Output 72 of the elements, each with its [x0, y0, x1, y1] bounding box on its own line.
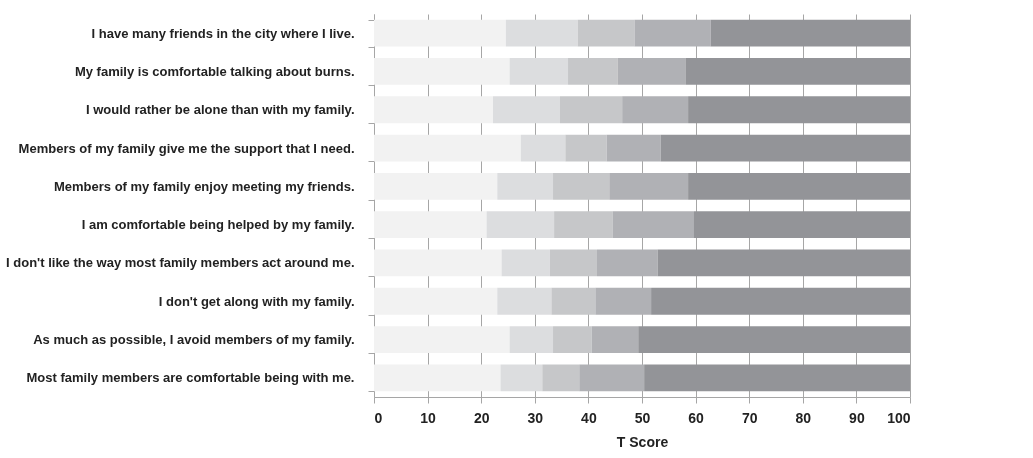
bar — [501, 249, 550, 277]
bar — [612, 211, 694, 239]
y-tick-label: I don't get along with my family. — [158, 293, 355, 309]
y-tick-label: My family is comfortable talking about burns. — [74, 63, 355, 79]
bar — [554, 211, 613, 239]
y-tick-label: I am comfortable being helped by my family. — [81, 217, 355, 233]
bar — [568, 58, 618, 85]
bar — [374, 287, 498, 315]
bar — [710, 19, 910, 47]
bar — [549, 249, 597, 277]
x-tick-label: 40 — [581, 409, 597, 426]
bar — [657, 249, 910, 277]
bar — [609, 172, 689, 200]
x-tick-label: 100 — [887, 409, 911, 426]
bar — [374, 211, 487, 239]
bar — [374, 19, 506, 47]
y-tick-label: Members of my family give me the support that I need. — [18, 140, 355, 156]
bar — [638, 326, 910, 353]
bar — [693, 211, 910, 239]
y-tick-label: I don't like the way most family members act around me. — [6, 255, 355, 271]
bar — [577, 19, 635, 47]
bar — [497, 172, 554, 200]
bar — [551, 287, 596, 315]
x-tick-label: 60 — [688, 409, 705, 426]
bar — [688, 172, 910, 200]
bar — [685, 58, 910, 85]
bar — [651, 287, 910, 315]
bar — [553, 172, 610, 200]
bar — [606, 134, 661, 162]
bar — [596, 249, 658, 277]
x-tick-label: 50 — [634, 409, 651, 426]
bar — [565, 134, 607, 162]
bar — [644, 364, 910, 392]
bar — [595, 287, 652, 315]
bar — [591, 326, 639, 353]
bar — [553, 326, 592, 353]
y-tick-label: Most family members are comfortable being with me. — [26, 370, 355, 386]
bar — [622, 96, 689, 124]
bar — [505, 19, 578, 47]
x-tick-label: 30 — [527, 409, 544, 426]
bar — [688, 96, 910, 124]
x-tick-label: 70 — [741, 409, 758, 426]
bar — [374, 96, 493, 124]
bar — [374, 249, 502, 277]
bar — [500, 364, 543, 392]
x-tick-label: 20 — [473, 409, 490, 426]
bar — [634, 19, 711, 47]
bar — [486, 211, 555, 239]
y-tick-label: As much as possible, I avoid members of my family. — [33, 332, 355, 348]
bar — [660, 134, 910, 162]
bar — [617, 58, 686, 85]
x-tick-label: 90 — [849, 409, 865, 426]
bar — [559, 96, 623, 124]
bar — [509, 58, 569, 85]
x-tick-label: 10 — [420, 409, 437, 426]
bar — [542, 364, 580, 392]
y-tick-label: I would rather be alone than with my family. — [86, 102, 355, 118]
bar — [579, 364, 645, 392]
bar — [492, 96, 560, 124]
bar — [374, 364, 501, 392]
x-axis-title: T Score — [616, 433, 669, 450]
bar — [497, 287, 552, 315]
bar — [374, 134, 521, 162]
bar — [374, 58, 510, 85]
bar — [520, 134, 566, 162]
bar — [509, 326, 554, 353]
x-tick-label: 0 — [374, 409, 383, 426]
bar — [374, 172, 498, 200]
bar — [374, 326, 510, 353]
x-tick-label: 80 — [795, 409, 812, 426]
y-tick-label: I have many friends in the city where I live. — [91, 25, 355, 41]
y-tick-label: Members of my family enjoy meeting my friends. — [53, 178, 355, 194]
